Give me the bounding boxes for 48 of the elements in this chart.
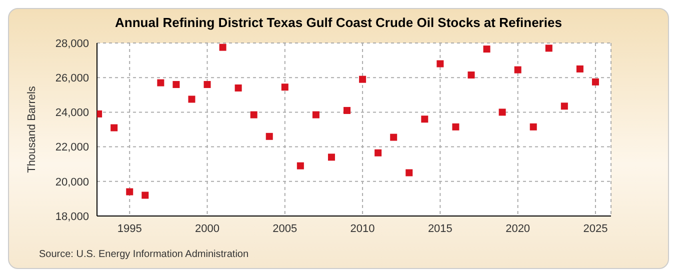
point <box>452 123 460 130</box>
point <box>592 78 599 86</box>
point <box>406 169 413 176</box>
y-tick-label: 26,000 <box>55 72 89 85</box>
x-tick-label: 2015 <box>428 222 452 235</box>
point <box>312 111 320 118</box>
point <box>390 134 398 141</box>
point <box>421 116 428 123</box>
point <box>296 162 304 170</box>
x-tick-label: 2020 <box>506 222 530 235</box>
point <box>344 106 351 114</box>
y-tick-label: 24,000 <box>55 107 89 120</box>
x-tick-label: 1995 <box>117 222 142 235</box>
point <box>328 154 335 161</box>
point <box>530 123 537 130</box>
point <box>172 81 180 88</box>
source-note: Source: U.S. Energy Information Administration <box>39 249 249 260</box>
point <box>219 44 226 51</box>
point <box>281 84 288 91</box>
point <box>514 66 522 74</box>
point <box>188 96 196 103</box>
point <box>498 108 506 116</box>
point <box>110 124 118 132</box>
point <box>483 46 490 53</box>
point <box>545 44 552 52</box>
y-tick-label: 18,000 <box>55 210 89 223</box>
y-axis-title: Thousand Barrels <box>26 86 38 173</box>
point <box>468 72 475 79</box>
point <box>234 84 242 92</box>
y-tick-label: 22,000 <box>55 142 89 154</box>
point <box>142 192 149 199</box>
point <box>204 81 211 88</box>
point <box>576 65 584 72</box>
x-tick-label: 2005 <box>272 222 298 235</box>
y-tick-label: 28,000 <box>55 38 89 50</box>
point <box>266 132 273 140</box>
point <box>560 102 568 110</box>
point <box>126 188 134 196</box>
x-tick-label: 2000 <box>195 222 220 235</box>
y-tick-label: 20,000 <box>55 176 89 188</box>
point <box>157 79 164 86</box>
chart-title: Annual Refining District Texas Gulf Coast Crude Oil Stocks at Refineries <box>114 14 563 32</box>
point <box>359 76 366 83</box>
point <box>250 111 258 118</box>
x-tick-label: 2010 <box>350 222 375 235</box>
point <box>436 60 444 68</box>
x-tick-label: 2025 <box>583 222 608 235</box>
point <box>374 149 382 156</box>
